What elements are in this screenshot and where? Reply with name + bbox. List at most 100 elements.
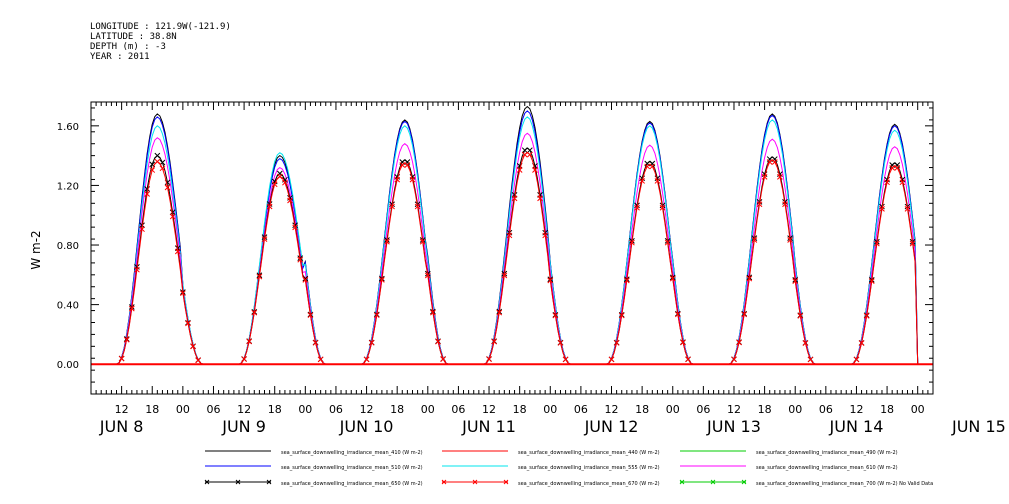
series-marker-670: [879, 206, 885, 212]
x-hour-label: 00: [421, 403, 435, 416]
series-marker-670: [894, 165, 901, 171]
series-marker-670: [521, 151, 528, 158]
legend-marker-700: [741, 479, 747, 485]
x-hour-label: 18: [390, 403, 404, 416]
series-marker-670: [613, 340, 620, 346]
legend-label-510: sea_surface_downwelling_irradiance_mean_…: [281, 465, 423, 471]
series-marker-670: [292, 224, 298, 231]
series-marker-670: [884, 179, 890, 186]
series-marker-650: [169, 209, 176, 216]
series-marker-670: [287, 197, 293, 204]
x-hour-label: 12: [237, 403, 251, 416]
series-marker-670: [889, 165, 896, 171]
x-hour-label: 12: [849, 403, 863, 416]
series-marker-670: [246, 338, 253, 345]
series-marker-670: [853, 356, 860, 363]
series-marker-670: [751, 237, 758, 243]
series-marker-670: [904, 206, 911, 212]
series-marker-670: [251, 309, 258, 316]
series-marker-670: [629, 239, 635, 246]
series-marker-670: [802, 340, 809, 346]
series-marker-670: [139, 226, 145, 233]
series-marker-670: [537, 195, 543, 202]
series-marker-670: [746, 275, 753, 282]
legend-label-650: sea_surface_downwelling_irradiance_mean_…: [281, 481, 423, 487]
series-layer: [91, 105, 933, 366]
x-hour-label: 00: [176, 403, 190, 416]
y-axis-label: W m-2: [29, 230, 43, 269]
series-marker-670: [516, 167, 523, 173]
series-line-410: [91, 105, 933, 365]
series-marker-670: [736, 339, 742, 346]
x-hour-label: 18: [880, 403, 894, 416]
series-marker-670: [654, 178, 661, 184]
x-hour-label: 12: [115, 403, 129, 416]
series-marker-650: [154, 152, 161, 159]
series-marker-670: [649, 163, 656, 170]
legend-marker-670: [472, 479, 478, 485]
series-marker-670: [618, 312, 625, 319]
series-marker-670: [123, 336, 130, 343]
series-marker-670: [659, 204, 666, 211]
series-marker-670: [185, 320, 191, 327]
series-marker-670: [414, 203, 421, 210]
series-marker-670: [368, 339, 375, 346]
series-marker-670: [863, 313, 870, 319]
x-hour-label: 12: [360, 403, 374, 416]
series-marker-670: [164, 184, 171, 191]
series-marker-670: [766, 159, 773, 165]
series-marker-670: [731, 356, 737, 363]
series-marker-670: [430, 309, 436, 316]
series-marker-670: [669, 275, 676, 282]
legend-marker-650: [204, 479, 210, 485]
legend-marker-670: [441, 479, 447, 485]
series-marker-670: [435, 338, 441, 345]
x-hour-label: 06: [206, 403, 220, 416]
series-line-555: [91, 116, 933, 365]
series-marker-670: [134, 266, 140, 273]
x-day-label: JUN 13: [706, 417, 761, 436]
y-tick-label: 1.20: [57, 181, 79, 192]
series-marker-670: [792, 278, 799, 284]
legend-label-670: sea_surface_downwelling_irradiance_mean_…: [518, 481, 660, 487]
series-marker-670: [159, 165, 166, 172]
x-hour-label: 00: [788, 403, 802, 416]
series-marker-670: [271, 181, 278, 188]
series-marker-670: [440, 356, 446, 362]
series-marker-670: [419, 238, 426, 245]
x-day-label: JUN 8: [99, 417, 144, 436]
series-marker-670: [424, 272, 431, 279]
legend-label-610: sea_surface_downwelling_irradiance_mean_…: [756, 465, 898, 471]
series-marker-670: [297, 256, 304, 263]
legend-label-555: sea_surface_downwelling_irradiance_mean_…: [518, 465, 660, 471]
x-hour-label: 00: [666, 403, 680, 416]
series-marker-670: [741, 311, 748, 318]
series-marker-670: [777, 173, 783, 180]
series-marker-670: [149, 167, 156, 173]
x-hour-label: 12: [727, 403, 741, 416]
legend-marker-700: [679, 479, 685, 485]
series-marker-670: [302, 277, 309, 283]
series-marker-670: [782, 201, 788, 208]
x-hour-label: 06: [329, 403, 343, 416]
x-hour-label: 18: [268, 403, 282, 416]
series-marker-670: [174, 248, 181, 255]
series-marker-670: [399, 162, 406, 168]
series-marker-670: [807, 356, 814, 363]
series-marker-670: [608, 356, 615, 363]
series-marker-670: [674, 311, 681, 318]
series-marker-670: [868, 278, 875, 284]
y-tick-label: 0.80: [57, 241, 79, 252]
series-marker-670: [562, 356, 569, 363]
y-tick-label: 0.00: [57, 360, 79, 371]
series-marker-670: [644, 163, 651, 170]
series-marker-670: [154, 158, 161, 165]
x-hour-label: 12: [605, 403, 619, 416]
series-marker-670: [797, 313, 804, 319]
series-marker-670: [491, 338, 497, 345]
x-day-label: JUN 9: [221, 417, 266, 436]
legend-marker-650: [235, 479, 241, 485]
depth-label: DEPTH (m) : -3: [90, 42, 166, 52]
series-marker-670: [307, 312, 314, 319]
x-day-label: JUN 10: [339, 417, 394, 436]
